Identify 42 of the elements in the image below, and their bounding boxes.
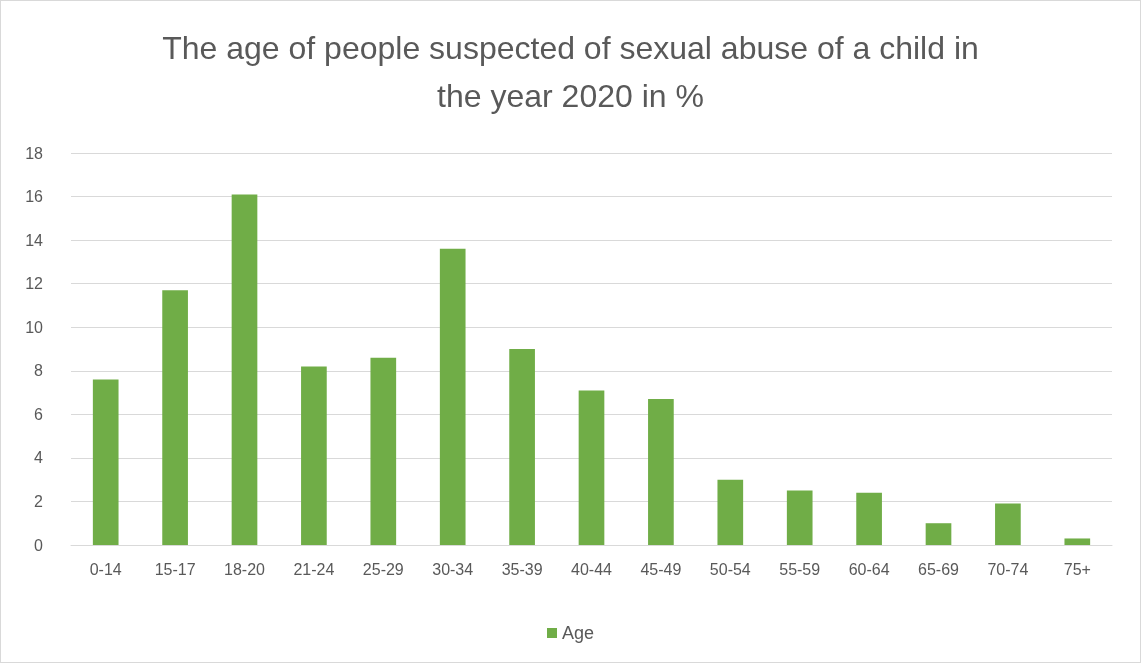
bar <box>439 248 466 545</box>
x-tick-label: 60-64 <box>848 560 890 578</box>
x-tick-label: 50-54 <box>709 560 751 578</box>
chart-title: The age of people suspected of sexual abuse of a child in the year 2020 in % <box>162 30 979 114</box>
bar <box>856 492 882 545</box>
x-tick-label: 18-20 <box>224 560 266 578</box>
bar <box>786 490 813 545</box>
x-tick-label: 45-49 <box>640 560 682 578</box>
y-tick-label: 4 <box>34 449 44 467</box>
y-tick-label: 14 <box>25 231 44 249</box>
y-tick-label: 18 <box>25 144 44 162</box>
y-tick-label: 6 <box>34 405 44 423</box>
x-tick-label: 40-44 <box>571 560 613 578</box>
x-tick-label: 70-74 <box>987 560 1029 578</box>
bar <box>301 366 327 545</box>
bar <box>162 290 188 545</box>
bar <box>578 390 605 545</box>
x-tick-label: 25-29 <box>362 560 404 578</box>
legend-label: Age <box>561 623 595 643</box>
y-tick-label: 12 <box>25 275 44 293</box>
bar <box>995 503 1021 545</box>
y-tick-label: 2 <box>34 492 44 510</box>
x-tick-label: 75+ <box>1063 560 1091 578</box>
x-tick-label: 55-59 <box>779 560 821 578</box>
bar <box>1064 538 1091 545</box>
x-tick-label: 0-14 <box>89 560 122 578</box>
x-tick-label: 30-34 <box>432 560 474 578</box>
bar <box>648 399 674 545</box>
bar <box>925 523 952 545</box>
x-tick-label: 65-69 <box>918 560 960 578</box>
bar <box>370 357 397 545</box>
y-tick-label: 10 <box>25 318 44 336</box>
y-tick-label: 0 <box>34 536 44 554</box>
x-tick-label: 21-24 <box>293 560 335 578</box>
y-tick-label: 8 <box>34 362 44 380</box>
x-tick-label: 15-17 <box>154 560 196 578</box>
x-tick-label: 35-39 <box>501 560 543 578</box>
y-tick-label: 16 <box>25 188 44 206</box>
bar <box>92 379 119 545</box>
bar <box>231 194 258 545</box>
bar <box>717 479 744 545</box>
bar <box>509 349 535 545</box>
